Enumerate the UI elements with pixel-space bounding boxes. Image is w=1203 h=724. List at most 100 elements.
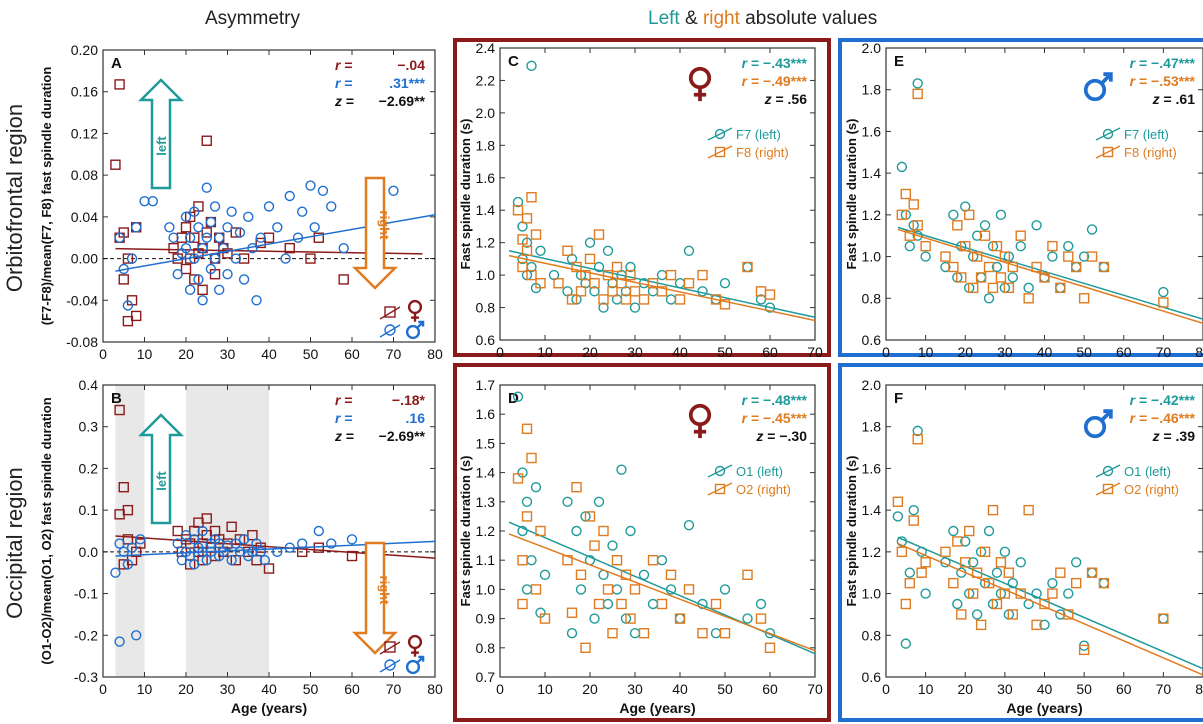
data-point bbox=[259, 555, 271, 566]
data-point bbox=[1055, 567, 1066, 578]
data-point bbox=[764, 642, 776, 653]
legend-swatch-line bbox=[1095, 464, 1121, 478]
data-point bbox=[580, 642, 591, 653]
data-point bbox=[940, 251, 951, 262]
stat-1: r = bbox=[335, 75, 353, 91]
data-point bbox=[1086, 251, 1098, 262]
y-tick-label: 0.16 bbox=[71, 84, 98, 100]
female-symbol-icon bbox=[688, 403, 712, 439]
frame-panel-e bbox=[838, 38, 1203, 357]
data-point bbox=[979, 230, 991, 241]
data-point bbox=[517, 598, 528, 610]
x-tick-label: 0 bbox=[99, 681, 107, 697]
data-point bbox=[952, 598, 963, 610]
data-point bbox=[230, 555, 242, 566]
legend-label-0: F7 (left) bbox=[1124, 127, 1169, 142]
y-tick-label: 0.20 bbox=[71, 42, 98, 58]
y-axis-label: Fast spindle duration (s) bbox=[458, 456, 473, 607]
y-tick-label: 1.0 bbox=[862, 249, 882, 265]
x-tick-label: 20 bbox=[582, 344, 598, 360]
data-point bbox=[602, 598, 614, 610]
x-tick-label: 80 bbox=[1195, 344, 1203, 360]
x-tick-label: 50 bbox=[1076, 344, 1092, 360]
y-tick-label: 2.0 bbox=[862, 377, 882, 393]
data-point bbox=[607, 286, 618, 297]
data-point bbox=[987, 282, 999, 294]
data-point bbox=[189, 534, 200, 545]
data-point bbox=[118, 482, 129, 493]
x-tick-label: 40 bbox=[1037, 681, 1053, 697]
data-point bbox=[674, 613, 686, 624]
x-tick-label: 30 bbox=[627, 681, 643, 697]
data-point bbox=[180, 242, 192, 254]
x-tick-label: 10 bbox=[537, 681, 553, 697]
data-point bbox=[956, 272, 967, 283]
y-tick-label: 0.08 bbox=[71, 167, 98, 183]
male-symbol-icon-ring bbox=[405, 659, 421, 675]
data-point bbox=[1086, 224, 1098, 235]
data-point bbox=[602, 584, 614, 595]
data-point bbox=[517, 555, 528, 566]
data-point bbox=[197, 525, 208, 537]
data-point bbox=[114, 538, 125, 549]
data-point bbox=[272, 546, 283, 558]
x-tick-label: 70 bbox=[386, 681, 402, 697]
data-point bbox=[1015, 557, 1026, 568]
data-point bbox=[255, 546, 266, 558]
data-point bbox=[1007, 261, 1018, 273]
y-tick-label: 0.8 bbox=[476, 640, 496, 656]
data-point bbox=[1158, 286, 1169, 298]
data-point bbox=[517, 525, 528, 537]
data-point bbox=[539, 569, 551, 580]
data-point bbox=[975, 272, 987, 283]
data-point bbox=[1015, 230, 1026, 241]
y-tick-label: 0.6 bbox=[862, 669, 882, 685]
series-right bbox=[508, 423, 816, 653]
data-point bbox=[912, 78, 923, 89]
series-right bbox=[508, 192, 816, 322]
data-point bbox=[683, 519, 695, 531]
sex-legend-female-line bbox=[379, 306, 401, 320]
female-symbol-icon bbox=[407, 299, 423, 322]
y-tick-label: 0.7 bbox=[476, 669, 496, 685]
legend-swatch-line bbox=[707, 482, 733, 496]
y-tick-label: 1.4 bbox=[476, 465, 496, 481]
y-tick-label: 1.0 bbox=[862, 586, 882, 602]
data-point bbox=[526, 60, 537, 72]
data-point bbox=[226, 521, 237, 533]
x-tick-label: 20 bbox=[957, 344, 973, 360]
x-tick-label: 60 bbox=[344, 346, 360, 362]
data-point bbox=[674, 613, 686, 624]
data-point bbox=[1063, 240, 1074, 252]
x-tick-label: 40 bbox=[672, 681, 688, 697]
panel-e: 0.6 0.8 1.0 1.2 1.4 1.6 1.8 2.0 0 10 20 30 40 50 60 70 8… bbox=[844, 40, 1203, 360]
data-point bbox=[580, 269, 591, 281]
data-point bbox=[995, 209, 1007, 221]
data-point bbox=[284, 190, 295, 202]
data-point bbox=[956, 609, 967, 620]
data-point bbox=[995, 557, 1007, 568]
data-point bbox=[571, 525, 582, 537]
male-symbol-icon-head bbox=[1103, 409, 1113, 419]
data-point bbox=[176, 555, 188, 566]
stat-0: r = −.47*** bbox=[1130, 55, 1196, 71]
data-point bbox=[1047, 577, 1058, 589]
frame-panel-c bbox=[453, 38, 831, 357]
sex-legend-male-marker bbox=[384, 324, 396, 336]
legend-swatch-marker bbox=[714, 128, 726, 140]
data-point bbox=[979, 546, 991, 558]
data-point bbox=[517, 261, 528, 273]
x-tick-label: 70 bbox=[386, 346, 402, 362]
x-tick-label: 10 bbox=[537, 344, 553, 360]
data-point bbox=[512, 391, 524, 402]
data-point bbox=[230, 227, 242, 238]
legend-swatch-line bbox=[707, 464, 733, 478]
y-tick-label: 1.0 bbox=[476, 267, 496, 283]
data-point bbox=[920, 557, 931, 568]
data-point bbox=[908, 504, 919, 516]
data-point bbox=[530, 584, 542, 595]
stat-1: r = −.46*** bbox=[1130, 410, 1196, 426]
data-point bbox=[122, 534, 134, 545]
data-point bbox=[719, 628, 731, 639]
data-point bbox=[263, 563, 275, 574]
